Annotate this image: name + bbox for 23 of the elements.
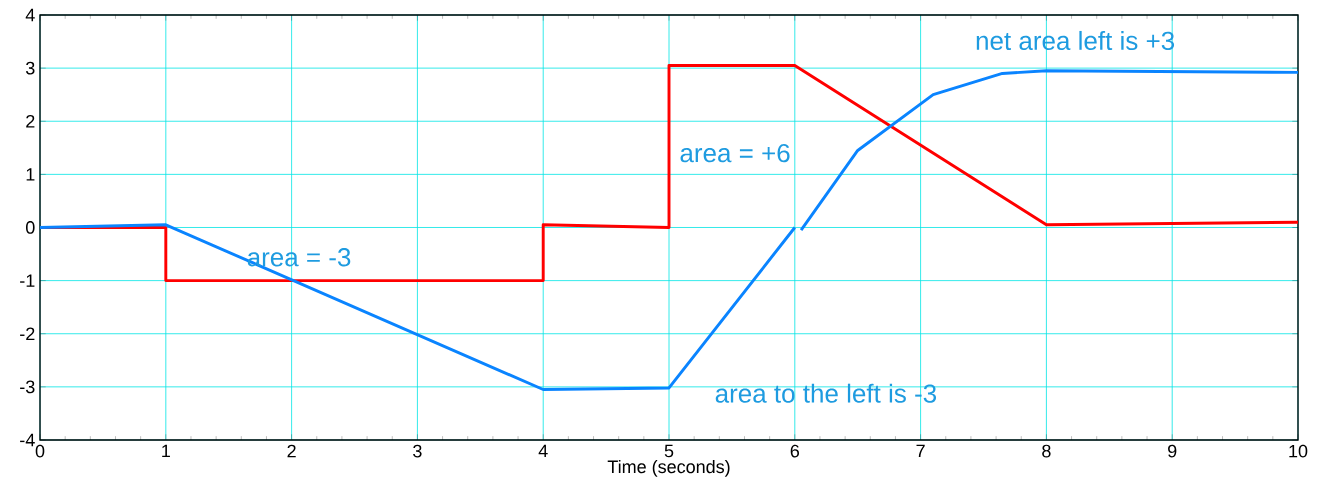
x-tick-label: 7 xyxy=(916,444,925,458)
y-tick-label: -2 xyxy=(20,327,35,341)
x-tick-label: 9 xyxy=(1168,444,1177,458)
y-tick-label: 1 xyxy=(26,168,35,181)
x-axis-title: Time (seconds) xyxy=(607,459,730,477)
x-tick-label: 5 xyxy=(664,444,674,458)
x-tick-label: 10 xyxy=(1289,444,1308,458)
x-tick-label: 4 xyxy=(538,444,548,458)
x-tick-label: 6 xyxy=(790,444,800,458)
y-tick-label: -1 xyxy=(20,274,35,287)
y-tick-label: -4 xyxy=(20,433,35,447)
y-tick-label: 0 xyxy=(26,221,35,234)
y-tick-label: -3 xyxy=(20,380,35,394)
y-tick-label: 2 xyxy=(26,114,35,128)
y-tick-label: 3 xyxy=(25,61,35,75)
x-tick-label: 3 xyxy=(413,444,422,458)
y-tick-label: 4 xyxy=(25,8,35,22)
x-tick-label: 2 xyxy=(287,444,296,458)
x-tick-label: 1 xyxy=(162,444,170,458)
x-tick-label: 0 xyxy=(35,444,45,458)
line-series xyxy=(799,69,1298,232)
x-tick-label: 8 xyxy=(1042,444,1051,458)
annotation: area = +6 xyxy=(680,143,790,163)
